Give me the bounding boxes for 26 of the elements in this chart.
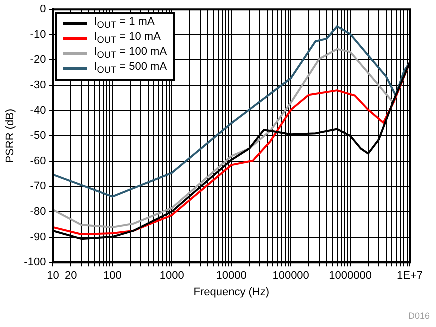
x-axis-title: Frequency (Hz) <box>194 286 270 298</box>
legend-label: I$_{OUT}$ = 1 mA <box>94 16 155 31</box>
x-tick-label: 1E+7 <box>397 270 423 282</box>
y-tick-label: -70 <box>30 180 46 193</box>
x-tick-label: 10 <box>47 270 60 282</box>
x-tick-label: 100 <box>104 270 122 282</box>
y-tick-label: -100 <box>24 256 46 269</box>
y-tick-label: -40 <box>30 104 46 117</box>
legend-label: I$_{OUT}$ = 100 mA <box>94 46 168 62</box>
legend-label: I$_{OUT}$ = 500 mA <box>94 61 168 76</box>
y-tick-label: -90 <box>30 231 46 244</box>
y-tick-label: -80 <box>30 206 46 218</box>
y-tick-label: -30 <box>30 80 46 92</box>
y-tick-label: -60 <box>30 155 46 168</box>
x-tick-label: 10000 <box>216 270 247 282</box>
x-tick-label: 1000000 <box>329 270 372 282</box>
y-axis-title: PSRR (dB) <box>4 108 17 164</box>
y-tick-label: -50 <box>30 130 46 142</box>
y-tick-label: -10 <box>30 28 46 41</box>
legend-label: I$_{OUT}$ = 10 mA <box>94 30 161 46</box>
y-tick-label: -20 <box>30 54 46 66</box>
x-tick-label: 20 <box>64 270 78 282</box>
x-tick-label: 100000 <box>272 270 310 282</box>
text: D016 <box>408 311 430 321</box>
y-tick-label: 0 <box>40 4 46 16</box>
x-tick-label: 1000 <box>160 270 184 282</box>
